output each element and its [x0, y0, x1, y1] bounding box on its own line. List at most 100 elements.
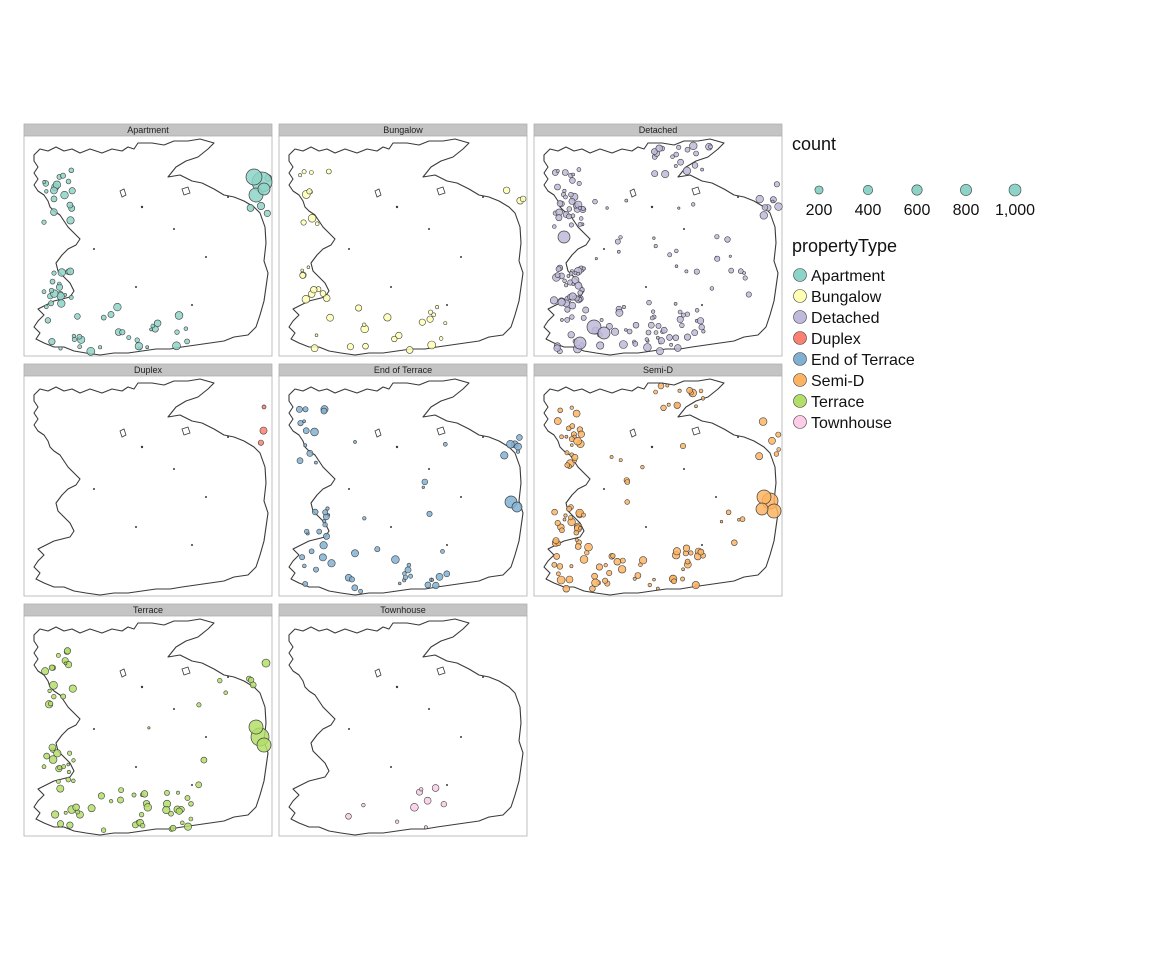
- property-point: [562, 517, 567, 522]
- property-point: [426, 315, 434, 323]
- property-point-large: [257, 182, 271, 196]
- property-point: [113, 303, 122, 312]
- property-point: [696, 317, 705, 325]
- property-point: [738, 268, 744, 274]
- property-point: [599, 318, 604, 322]
- property-point: [581, 266, 586, 271]
- property-point: [172, 341, 181, 351]
- property-point: [48, 300, 54, 307]
- property-point: [624, 198, 629, 203]
- type-key-symbol: [793, 289, 807, 303]
- property-point: [162, 806, 171, 815]
- property-point: [573, 530, 579, 536]
- property-point: [68, 294, 74, 300]
- property-point: [249, 681, 257, 689]
- property-point: [60, 172, 66, 179]
- property-point: [51, 693, 57, 700]
- property-point: [74, 313, 81, 320]
- property-point: [576, 167, 582, 172]
- property-point: [577, 526, 583, 531]
- property-point: [595, 563, 603, 571]
- property-point: [568, 198, 576, 205]
- property-point: [358, 588, 363, 594]
- property-point: [66, 762, 70, 767]
- facet-strip-label: Apartment: [127, 125, 169, 135]
- type-key-detached: Detached: [793, 310, 880, 327]
- property-point: [299, 554, 305, 561]
- ireland-map: [33, 378, 269, 596]
- property-point-large: [756, 489, 772, 505]
- property-point: [323, 532, 330, 540]
- property-point: [196, 702, 202, 708]
- property-point: [670, 154, 675, 159]
- property-point: [617, 565, 627, 574]
- property-point: [48, 700, 54, 707]
- property-point: [66, 267, 75, 276]
- property-point: [49, 681, 58, 690]
- property-point: [742, 275, 748, 281]
- property-point: [619, 557, 626, 564]
- property-point: [314, 333, 319, 337]
- property-point: [552, 537, 560, 544]
- property-point-large: [573, 336, 587, 350]
- property-point-large: [245, 168, 263, 186]
- property-point-large: [755, 502, 769, 516]
- property-point: [557, 407, 563, 413]
- type-key-label: End of Terrace: [811, 352, 915, 369]
- count-key-label: 1,000: [995, 202, 1035, 219]
- property-point: [246, 204, 255, 212]
- property-point: [345, 813, 352, 820]
- property-point: [319, 290, 327, 297]
- property-point: [555, 266, 562, 272]
- property-point: [556, 575, 566, 585]
- facet-panel-end-of-terrace: End of Terrace: [278, 363, 528, 597]
- property-point: [430, 578, 435, 582]
- count-key-symbol: [960, 184, 972, 196]
- property-point: [714, 234, 720, 240]
- property-point-large: [261, 404, 267, 410]
- facet-panels: Apartment Bungalow Detached Duplex End of Te…: [23, 123, 783, 837]
- facet-panel-bungalow: Bungalow: [278, 123, 528, 357]
- property-point: [50, 195, 58, 203]
- property-point: [426, 510, 433, 517]
- property-point: [644, 337, 649, 342]
- property-point: [679, 322, 685, 328]
- count-legend-keys: 200 400 600 800 1,000: [806, 183, 1035, 219]
- property-point: [615, 308, 624, 317]
- property-point-large: [256, 737, 272, 753]
- property-point: [391, 555, 400, 564]
- property-point: [57, 765, 63, 771]
- property-point: [65, 776, 71, 783]
- property-point: [761, 204, 769, 211]
- property-point: [66, 770, 71, 775]
- property-point: [563, 513, 568, 518]
- property-point: [564, 462, 571, 468]
- property-point: [556, 571, 561, 577]
- property-point: [646, 299, 652, 306]
- property-point: [682, 166, 691, 175]
- property-point: [76, 333, 83, 340]
- property-point: [300, 219, 307, 226]
- property-point: [362, 343, 369, 350]
- property-point: [614, 238, 621, 245]
- type-key-symbol: [793, 268, 807, 282]
- property-point: [676, 315, 684, 323]
- property-point: [673, 401, 681, 409]
- ireland-map: [288, 618, 524, 836]
- property-point: [443, 321, 448, 326]
- property-point: [297, 420, 304, 427]
- property-point: [306, 265, 311, 269]
- property-point: [309, 170, 314, 175]
- property-point: [656, 347, 664, 355]
- property-point: [302, 563, 307, 569]
- property-point: [645, 329, 652, 336]
- property-point: [516, 434, 523, 441]
- property-point: [610, 553, 616, 559]
- property-point: [564, 434, 569, 439]
- property-point: [361, 803, 366, 808]
- property-point: [562, 188, 567, 193]
- property-point: [424, 581, 432, 589]
- property-point: [700, 167, 704, 172]
- property-point: [680, 312, 686, 318]
